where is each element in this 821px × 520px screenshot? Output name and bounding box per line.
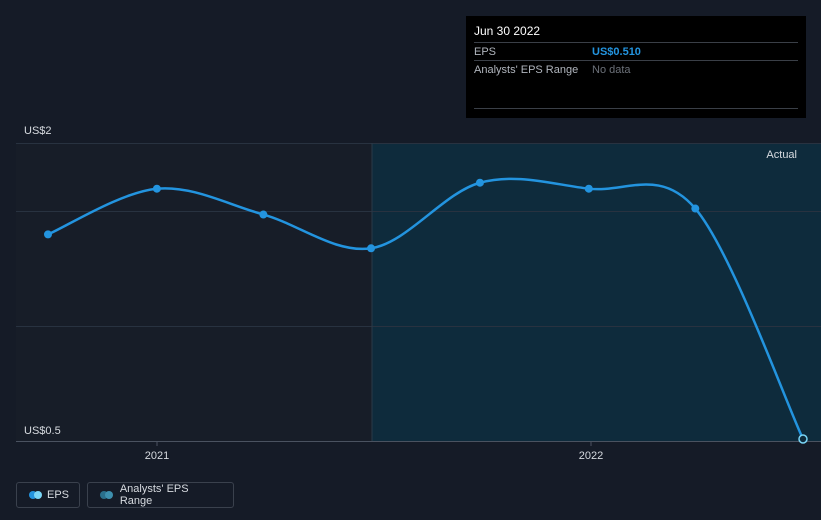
past-region bbox=[16, 143, 372, 441]
eps-legend-icon bbox=[29, 491, 43, 499]
x-tick-label: 2021 bbox=[145, 450, 169, 462]
eps-data-point[interactable] bbox=[798, 434, 808, 444]
y-axis-top-label: US$2 bbox=[24, 125, 52, 137]
eps-series-line bbox=[47, 177, 805, 440]
hover-tooltip: Jun 30 2022 EPS US$0.510 Analysts' EPS R… bbox=[466, 16, 806, 118]
eps-data-point[interactable] bbox=[259, 210, 268, 219]
eps-data-point[interactable] bbox=[152, 184, 161, 193]
legend-eps-button[interactable]: EPS bbox=[16, 482, 80, 508]
range-legend-icon bbox=[100, 491, 116, 499]
tooltip-row-eps: EPS US$0.510 bbox=[474, 42, 798, 60]
tooltip-row-range: Analysts' EPS Range No data bbox=[474, 60, 798, 78]
tooltip-divider bbox=[474, 108, 798, 109]
x-tick-label: 2022 bbox=[579, 450, 603, 462]
legend-range-button[interactable]: Analysts' EPS Range bbox=[87, 482, 234, 508]
tooltip-eps-value: US$0.510 bbox=[592, 46, 641, 58]
tooltip-range-value: No data bbox=[592, 64, 631, 76]
legend-eps-label: EPS bbox=[46, 489, 69, 501]
y-axis-bottom-label: US$0.5 bbox=[24, 425, 61, 437]
eps-data-point[interactable] bbox=[691, 204, 700, 213]
eps-data-point[interactable] bbox=[44, 230, 52, 239]
legend-range-label: Analysts' EPS Range bbox=[119, 483, 189, 507]
tooltip-range-key: Analysts' EPS Range bbox=[474, 64, 579, 76]
eps-data-point[interactable] bbox=[584, 184, 593, 193]
actual-region bbox=[372, 143, 821, 441]
eps-data-point[interactable] bbox=[367, 244, 376, 253]
eps-data-point[interactable] bbox=[475, 178, 484, 187]
tooltip-eps-key: EPS bbox=[474, 46, 497, 58]
actual-region-label: Actual bbox=[766, 149, 797, 161]
tooltip-date: Jun 30 2022 bbox=[474, 24, 541, 38]
